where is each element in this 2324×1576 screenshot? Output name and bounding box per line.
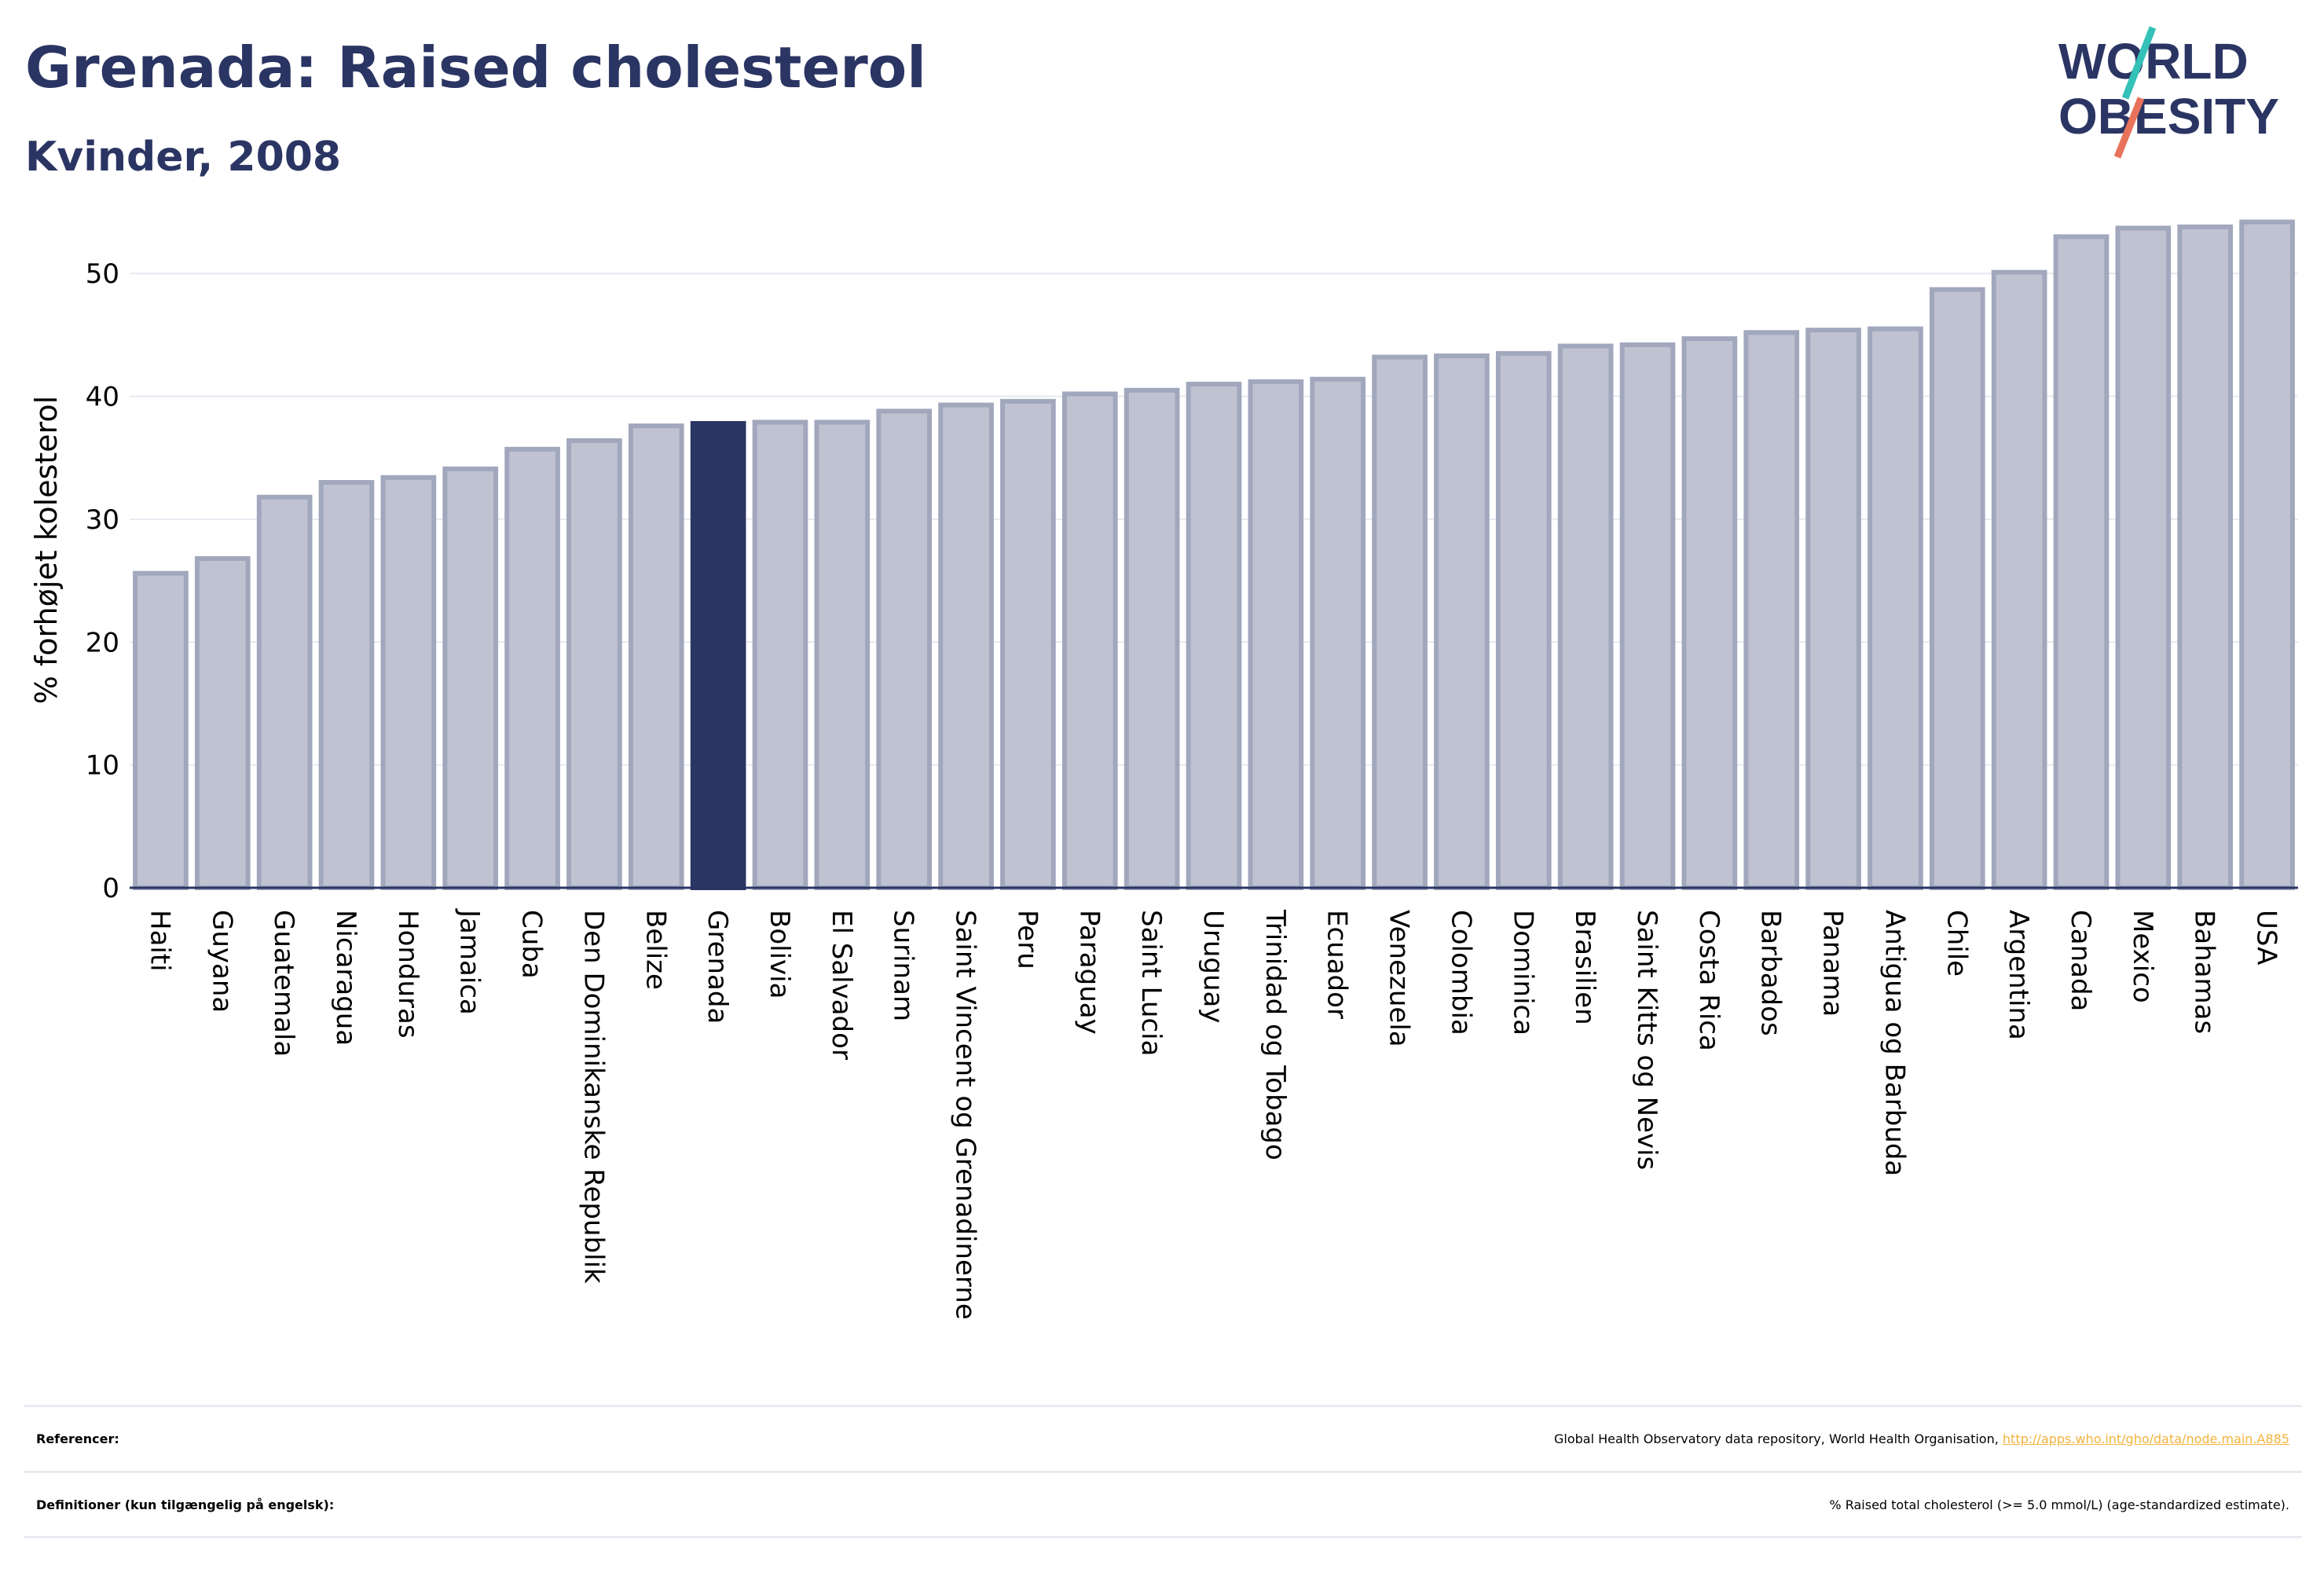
references-text: Global Health Observatory data repositor… (1554, 1431, 2003, 1446)
bar-bolivia[interactable] (752, 420, 808, 890)
x-tick-label: Den Dominikanske Republik (577, 910, 609, 1284)
bar-paraguay[interactable] (1061, 391, 1118, 891)
bar-saint-lucia[interactable] (1124, 387, 1180, 890)
bar-cuba[interactable] (504, 446, 560, 890)
x-tick-label: Uruguay (1197, 910, 1229, 1024)
x-tick-label: Panama (1817, 910, 1849, 1017)
x-tick-label: Mexico (2127, 910, 2158, 1003)
logo-slash-bottom (2113, 97, 2145, 159)
bar-guyana[interactable] (194, 555, 251, 890)
bar-dominica[interactable] (1495, 350, 1552, 890)
x-tick-label: Saint Lucia (1135, 910, 1167, 1056)
bar-brasilien[interactable] (1557, 343, 1614, 891)
x-tick-label: Haiti (144, 910, 175, 972)
bars (133, 219, 2295, 891)
x-tick-label: Guatemala (268, 910, 299, 1057)
x-tick-label: Brasilien (1569, 910, 1600, 1025)
x-tick-label: Cuba (516, 910, 548, 979)
x-tick-label: Chile (1941, 910, 1972, 977)
x-tick-label: Guyana (206, 910, 237, 1013)
world-obesity-logo: WORLD OBESITY (2058, 26, 2279, 159)
chart-subtitle: Kvinder, 2008 (25, 134, 342, 181)
definitions-text: % Raised total cholesterol (>= 5.0 mmol/… (1829, 1497, 2289, 1512)
bar-belize[interactable] (628, 423, 684, 890)
bar-surinam[interactable] (876, 409, 933, 890)
y-tick-label: 0 (102, 873, 119, 904)
bar-ecuador[interactable] (1310, 376, 1366, 890)
bar-den-dominikanske-republik[interactable] (566, 438, 622, 890)
x-tick-label: Costa Rica (1693, 910, 1725, 1051)
bar-nicaragua[interactable] (318, 480, 375, 890)
logo-slash-top (2121, 26, 2157, 100)
x-tick-label: Venezuela (1384, 910, 1415, 1047)
bar-venezuela[interactable] (1372, 354, 1428, 890)
definitions-row: Definitioner (kun tilgængelig på engelsk… (24, 1471, 2302, 1538)
bar-saint-vincent-og-grenadinerne[interactable] (938, 402, 994, 890)
x-tick-label: Nicaragua (330, 910, 361, 1046)
x-tick-label: Trinidad og Tobago (1259, 909, 1291, 1160)
bar-barbados[interactable] (1743, 330, 1800, 890)
definitions-label: Definitioner (kun tilgængelig på engelsk… (36, 1497, 335, 1512)
bar-uruguay[interactable] (1186, 381, 1242, 890)
bar-chile[interactable] (1929, 287, 1985, 890)
y-tick-label: 20 (86, 627, 119, 658)
bar-colombia[interactable] (1434, 353, 1490, 891)
y-tick-label: 50 (86, 258, 119, 290)
x-tick-label: Peru (1011, 910, 1043, 969)
x-tick-label: Saint Kitts og Nevis (1631, 910, 1662, 1170)
logo-line1: WORLD (2058, 33, 2249, 90)
bar-chart: 0 10 20 30 40 50 Haiti Guyana Guatemala Nicaragu… (29, 219, 2298, 1320)
bar-usa[interactable] (2239, 219, 2295, 890)
x-tick-label: Honduras (392, 910, 423, 1039)
y-tick-label: 40 (86, 382, 119, 413)
x-tick-label: Bolivia (764, 910, 795, 999)
bar-antigua-og-barbuda[interactable] (1868, 326, 1923, 890)
bar-trinidad-og-tobago[interactable] (1248, 379, 1304, 891)
y-tick-label: 10 (86, 750, 119, 782)
references-link[interactable]: http://apps.who.int/gho/data/node.main.A… (2002, 1431, 2289, 1446)
bar-bahamas[interactable] (2177, 224, 2234, 891)
bar-guatemala[interactable] (256, 494, 313, 890)
bar-mexico[interactable] (2115, 225, 2172, 890)
bar-canada[interactable] (2053, 234, 2110, 891)
x-tick-label: El Salvador (826, 910, 857, 1060)
bar-panama[interactable] (1805, 328, 1861, 891)
references-row: Referencer: Global Health Observatory da… (24, 1405, 2302, 1470)
x-tick-label: Saint Vincent og Grenadinerne (950, 910, 981, 1320)
chart-title: Grenada: Raised cholesterol (25, 35, 926, 101)
y-axis-label: % forhøjet kolesterol (29, 396, 64, 705)
bar-honduras[interactable] (380, 475, 437, 890)
x-tick-label: Colombia (1445, 910, 1476, 1035)
x-tick-label: Jamaica (454, 908, 486, 1015)
x-tick-labels: Haiti Guyana Guatemala Nicaragua Honduras Jam… (144, 908, 2282, 1320)
bar-jamaica[interactable] (442, 466, 499, 890)
x-tick-label: Antigua og Barbuda (1879, 910, 1910, 1176)
y-tick-labels: 0 10 20 30 40 50 (86, 258, 119, 904)
logo-line2: OBESITY (2058, 88, 2279, 145)
bar-haiti[interactable] (133, 570, 189, 891)
bar-costa-rica[interactable] (1681, 336, 1738, 890)
x-tick-label: Canada (2065, 910, 2096, 1011)
bar-el-salvador[interactable] (814, 420, 871, 890)
x-tick-label: Grenada (702, 910, 733, 1024)
x-tick-label: Argentina (2003, 910, 2034, 1040)
references-value: Global Health Observatory data repositor… (1554, 1431, 2302, 1446)
x-tick-label: Barbados (1755, 910, 1787, 1036)
x-tick-label: Dominica (1507, 910, 1538, 1035)
x-tick-label: Ecuador (1321, 910, 1353, 1019)
x-tick-label: Paraguay (1073, 910, 1105, 1035)
references-label: Referencer: (36, 1431, 119, 1446)
y-tick-label: 30 (86, 504, 119, 536)
bar-grenada[interactable] (690, 420, 746, 890)
bar-argentina[interactable] (1991, 269, 2047, 891)
x-tick-label: Surinam (888, 910, 919, 1021)
x-tick-label: USA (2251, 910, 2282, 965)
x-tick-label: Bahamas (2189, 910, 2220, 1034)
bar-saint-kitts-og-nevis[interactable] (1619, 342, 1676, 890)
x-tick-label: Belize (640, 910, 671, 990)
bar-peru[interactable] (1000, 398, 1056, 890)
